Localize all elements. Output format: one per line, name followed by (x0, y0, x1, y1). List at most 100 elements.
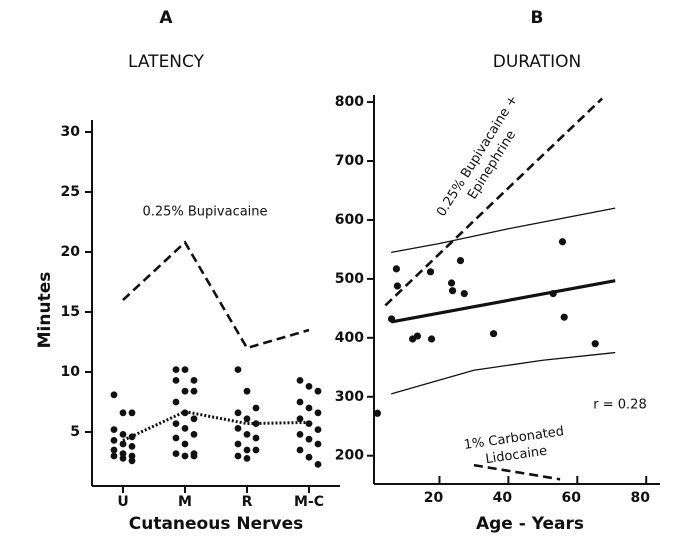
data-point (110, 391, 118, 399)
data-point (305, 383, 313, 390)
series-label: 0.25% Bupivacaine (142, 205, 267, 220)
data-point (252, 434, 260, 442)
data-point (447, 279, 456, 287)
data-point (172, 377, 180, 384)
data-point (448, 287, 457, 295)
data-point (305, 435, 313, 443)
data-point (560, 313, 568, 321)
data-point (181, 366, 189, 373)
x-axis-label: Age - Years (476, 514, 584, 534)
data-point (314, 409, 322, 417)
data-point (119, 431, 127, 438)
y-tick-label: 400 (335, 330, 364, 346)
data-point (128, 457, 136, 465)
series-line (122, 240, 310, 350)
panel-title: A (159, 8, 173, 28)
data-point (373, 409, 382, 417)
x-tick-label: 60 (562, 490, 582, 506)
y-tick-label: 20 (61, 244, 81, 260)
y-tick-label: 300 (335, 389, 364, 405)
panel-subtitle: LATENCY (128, 52, 205, 72)
data-point (305, 453, 313, 461)
data-point (243, 387, 251, 395)
data-point (314, 426, 322, 433)
line-label: 0.25% Bupivacaine +Epinephrine (434, 92, 535, 228)
data-point (119, 450, 127, 457)
data-point (119, 455, 127, 462)
data-point (234, 425, 242, 432)
y-tick-label: 5 (70, 424, 80, 440)
data-point (190, 431, 198, 438)
data-point (393, 282, 402, 290)
fit-line (391, 207, 616, 254)
data-point (296, 377, 304, 384)
data-point (296, 431, 304, 438)
x-tick-label: M (178, 494, 192, 510)
data-point (456, 257, 465, 265)
series-line (122, 410, 310, 442)
data-point (234, 409, 242, 417)
data-point (591, 340, 599, 348)
data-point (243, 455, 251, 462)
data-point (181, 425, 189, 432)
y-tick-label: 25 (61, 184, 80, 200)
y-tick-label: 200 (335, 448, 364, 464)
fit-line (473, 463, 561, 481)
line-label: 1% CarbonatedLidocaine (463, 424, 567, 470)
data-point (172, 420, 180, 427)
data-point (181, 387, 189, 395)
y-tick-label: 30 (61, 124, 81, 140)
x-tick-label: 20 (424, 490, 444, 506)
data-point (190, 415, 198, 423)
data-point (110, 452, 118, 460)
y-tick-label: 15 (61, 304, 80, 320)
data-point (426, 268, 435, 276)
fit-line (390, 279, 616, 324)
data-point (460, 290, 468, 298)
data-point (314, 461, 322, 468)
y-tick-label: 600 (335, 212, 364, 228)
x-axis-label: Cutaneous Nerves (129, 514, 304, 534)
data-point (427, 335, 436, 343)
data-point (190, 377, 198, 384)
data-point (172, 366, 180, 373)
data-point (234, 452, 242, 460)
data-point (305, 404, 313, 412)
data-point (314, 440, 322, 448)
data-point (243, 446, 251, 454)
fit-line (384, 97, 604, 307)
data-point (314, 387, 322, 395)
data-point (234, 440, 242, 448)
y-tick-label: 800 (335, 94, 364, 110)
data-point (296, 446, 304, 454)
data-point (296, 415, 304, 423)
x-tick-label: R (242, 494, 253, 510)
data-point (190, 387, 198, 395)
data-point (243, 431, 251, 438)
data-point (119, 409, 127, 417)
data-point (181, 440, 189, 448)
data-point (489, 330, 498, 338)
fit-line (391, 351, 616, 395)
x-tick-label: 40 (493, 490, 513, 506)
data-point (252, 404, 260, 412)
x-tick-label: M-C (294, 494, 324, 510)
data-point (181, 452, 189, 460)
data-point (172, 434, 180, 442)
data-point (190, 452, 198, 460)
data-point (243, 415, 251, 423)
data-point (119, 440, 127, 448)
data-point (296, 398, 304, 406)
annotation: r = 0.28 (593, 398, 646, 413)
y-axis-label: Minutes (35, 272, 55, 349)
y-tick-label: 700 (335, 153, 364, 169)
data-point (558, 238, 567, 246)
data-point (128, 409, 136, 417)
x-tick-label: U (117, 494, 128, 510)
data-point (252, 446, 260, 454)
data-point (110, 446, 118, 454)
y-tick-label: 10 (61, 364, 81, 380)
data-point (110, 426, 118, 433)
x-tick-label: 80 (630, 490, 650, 506)
